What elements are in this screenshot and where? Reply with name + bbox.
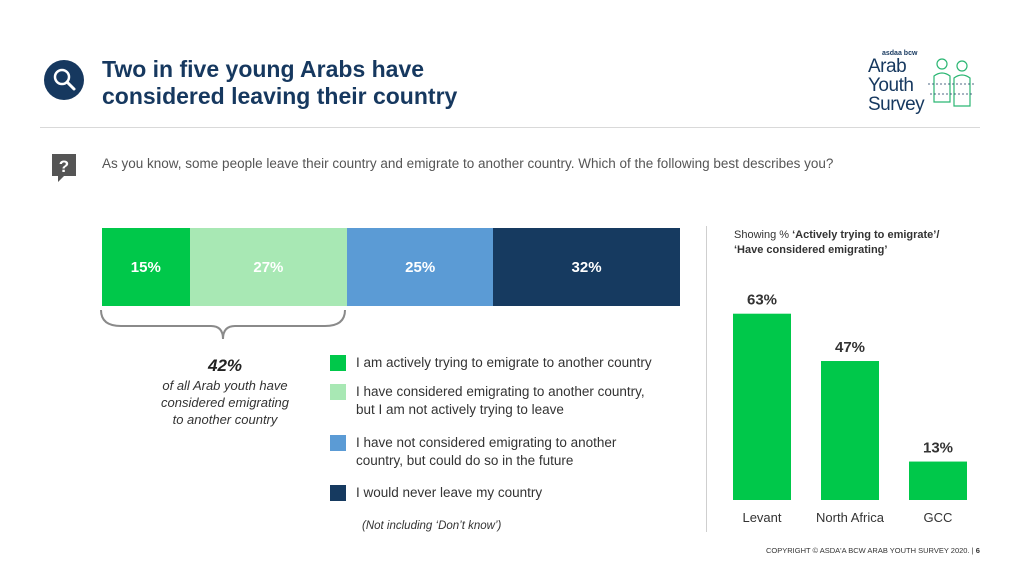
region-bar-chart: 63% Levant 47% North Africa 13% GCC [733, 292, 967, 525]
region-chart-caption: Showing % ‘Actively trying to emigrate’/… [734, 228, 939, 258]
search-icon [44, 60, 84, 100]
panel-divider [706, 226, 707, 532]
legend-swatch [330, 384, 346, 400]
summary-line-1: of all Arab youth have [162, 378, 288, 393]
stacked-bar-segment: 25% [347, 228, 494, 306]
header-divider [40, 127, 980, 128]
logo: asdaa bcw Arab Youth Survey [860, 50, 978, 120]
region-category-label: GCC [924, 510, 953, 525]
region-bar-value-label: 13% [923, 440, 953, 457]
logo-brand: asdaa bcw [882, 50, 918, 57]
stacked-bar-segment: 15% [102, 228, 190, 306]
page-number: 6 [975, 546, 980, 555]
legend-swatch [330, 435, 346, 451]
region-bar-value-label: 63% [747, 292, 777, 309]
footer: COPYRIGHT © ASDA'A BCW ARAB YOUTH SURVEY… [766, 546, 980, 555]
legend-line: I would never leave my country [356, 485, 543, 500]
summary-line-3: to another country [172, 412, 278, 427]
copyright: COPYRIGHT © ASDA'A BCW ARAB YOUTH SURVEY… [766, 546, 970, 555]
legend-line: but I am not actively trying to leave [356, 402, 564, 417]
legend-line: I have not considered emigrating to anot… [356, 435, 617, 450]
footnote: (Not including ‘Don’t know’) [362, 520, 502, 532]
region-category-label: North Africa [816, 510, 885, 525]
logo-text: Arab Youth Survey [868, 56, 925, 115]
legend-line: I am actively trying to emigrate to anot… [356, 355, 652, 370]
summary-text: of all Arab youth have considered emigra… [130, 377, 320, 428]
legend-item: I am actively trying to emigrate to anot… [330, 354, 700, 372]
segment-label: 15% [130, 258, 161, 276]
logo-line-1: Arab [868, 56, 907, 77]
page-title: Two in five young Arabs have considered … [102, 56, 457, 110]
summary-value: 42% [207, 356, 243, 375]
caption-bold-1: ‘Actively trying to emigrate’/ [792, 229, 940, 241]
caption-bold-2: ‘Have considered emigrating’ [734, 244, 888, 256]
title-line-2: considered leaving their country [102, 83, 458, 109]
legend-label: I have considered emigrating to another … [356, 383, 645, 419]
logo-line-3: Survey [868, 94, 925, 115]
svg-text:?: ? [59, 157, 69, 176]
stacked-bar-segment: 32% [493, 228, 680, 306]
segment-label: 27% [253, 258, 284, 276]
region-bar-value-label: 47% [835, 339, 865, 356]
stacked-bar-chart: 15% 27% 25% 32% [102, 228, 680, 306]
legend-label: I would never leave my country [356, 484, 542, 502]
legend-line: country, but could do so in the future [356, 453, 574, 468]
logo-figures-icon [928, 58, 976, 107]
question-icon: ? [50, 152, 78, 189]
segment-label: 32% [571, 258, 602, 276]
legend-line: I have considered emigrating to another … [356, 384, 645, 399]
region-bar [733, 313, 791, 500]
grouping-brace [100, 309, 346, 340]
title-line-1: Two in five young Arabs have [102, 56, 425, 82]
logo-line-2: Youth [868, 75, 914, 96]
legend-label: I am actively trying to emigrate to anot… [356, 354, 652, 372]
legend-item: I would never leave my country [330, 484, 700, 502]
region-bar [909, 461, 967, 500]
legend-swatch [330, 485, 346, 501]
region-bar [821, 361, 879, 500]
caption-prefix: Showing % [734, 229, 793, 241]
legend-item: I have not considered emigrating to anot… [330, 434, 700, 470]
summary-line-2: considered emigrating [161, 395, 289, 410]
region-category-label: Levant [742, 510, 781, 525]
legend-swatch [330, 355, 346, 371]
survey-question: As you know, some people leave their cou… [102, 156, 834, 171]
legend-item: I have considered emigrating to another … [330, 383, 700, 419]
stacked-bar-segment: 27% [189, 228, 348, 306]
legend-label: I have not considered emigrating to anot… [356, 434, 616, 470]
segment-label: 25% [405, 258, 436, 276]
